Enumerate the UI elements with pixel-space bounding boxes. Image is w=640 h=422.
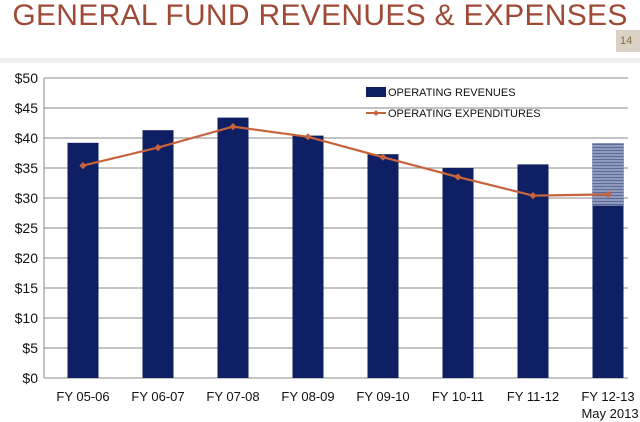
- expenditure-point: [154, 144, 162, 152]
- expenditure-point: [604, 190, 612, 198]
- legend-label-revenues: OPERATING REVENUES: [388, 87, 516, 99]
- bar: [292, 135, 324, 378]
- y-tick-label: $30: [15, 190, 39, 206]
- x-axis-ticks: FY 05-06 FY 06-07 FY 07-08 FY 08-09 FY 09-10…: [56, 389, 638, 421]
- legend-label-expenditures: OPERATING EXPENDITURES: [388, 108, 541, 120]
- bar: [142, 130, 174, 378]
- legend: OPERATING REVENUES OPERATING EXPENDITURES: [366, 87, 541, 120]
- expenditure-line: [79, 123, 612, 200]
- y-tick-label: $50: [15, 70, 39, 86]
- expenditure-point: [454, 173, 462, 181]
- y-tick-label: $10: [15, 310, 39, 326]
- page-number: 14: [616, 30, 640, 52]
- x-tick-sublabel: May 2013: [581, 406, 638, 421]
- bar: [217, 117, 249, 378]
- bar: [367, 154, 399, 378]
- slide-title: GENERAL FUND REVENUES & EXPENSES: [12, 0, 628, 32]
- y-tick-label: $40: [15, 130, 39, 146]
- x-tick-label: FY 10-11: [432, 389, 484, 404]
- x-tick-label: FY 12-13: [581, 389, 634, 404]
- expenditure-point: [379, 153, 387, 161]
- legend-swatch-revenues: [366, 87, 386, 97]
- slide-header: GENERAL FUND REVENUES & EXPENSES: [0, 0, 640, 58]
- expenditure-point: [229, 123, 237, 131]
- expenditure-point: [79, 162, 87, 170]
- expenditure-point: [304, 133, 312, 141]
- bar: [67, 142, 99, 378]
- y-tick-label: $5: [22, 340, 38, 356]
- x-tick-label: FY 05-06: [56, 389, 109, 404]
- x-tick-label: FY 11-12: [507, 389, 559, 404]
- bar: [517, 164, 549, 378]
- y-tick-label: $0: [22, 370, 38, 386]
- y-tick-label: $25: [15, 220, 39, 236]
- y-axis-ticks: $0 $5 $10 $15 $20 $25 $30 $35 $40 $45 $50: [15, 70, 39, 386]
- y-tick-label: $45: [15, 100, 39, 116]
- bar: [442, 168, 474, 378]
- x-tick-label: FY 08-09: [281, 389, 334, 404]
- legend-marker-expenditures: [373, 110, 379, 116]
- x-tick-label: FY 09-10: [356, 389, 409, 404]
- bar: [592, 205, 624, 378]
- x-tick-label: FY 06-07: [131, 389, 184, 404]
- expenditure-polyline: [82, 125, 609, 197]
- y-tick-label: $15: [15, 280, 39, 296]
- y-tick-label: $20: [15, 250, 39, 266]
- x-tick-label: FY 07-08: [206, 389, 259, 404]
- expenditure-point: [529, 192, 537, 200]
- bars: [67, 117, 624, 378]
- y-tick-label: $35: [15, 160, 39, 176]
